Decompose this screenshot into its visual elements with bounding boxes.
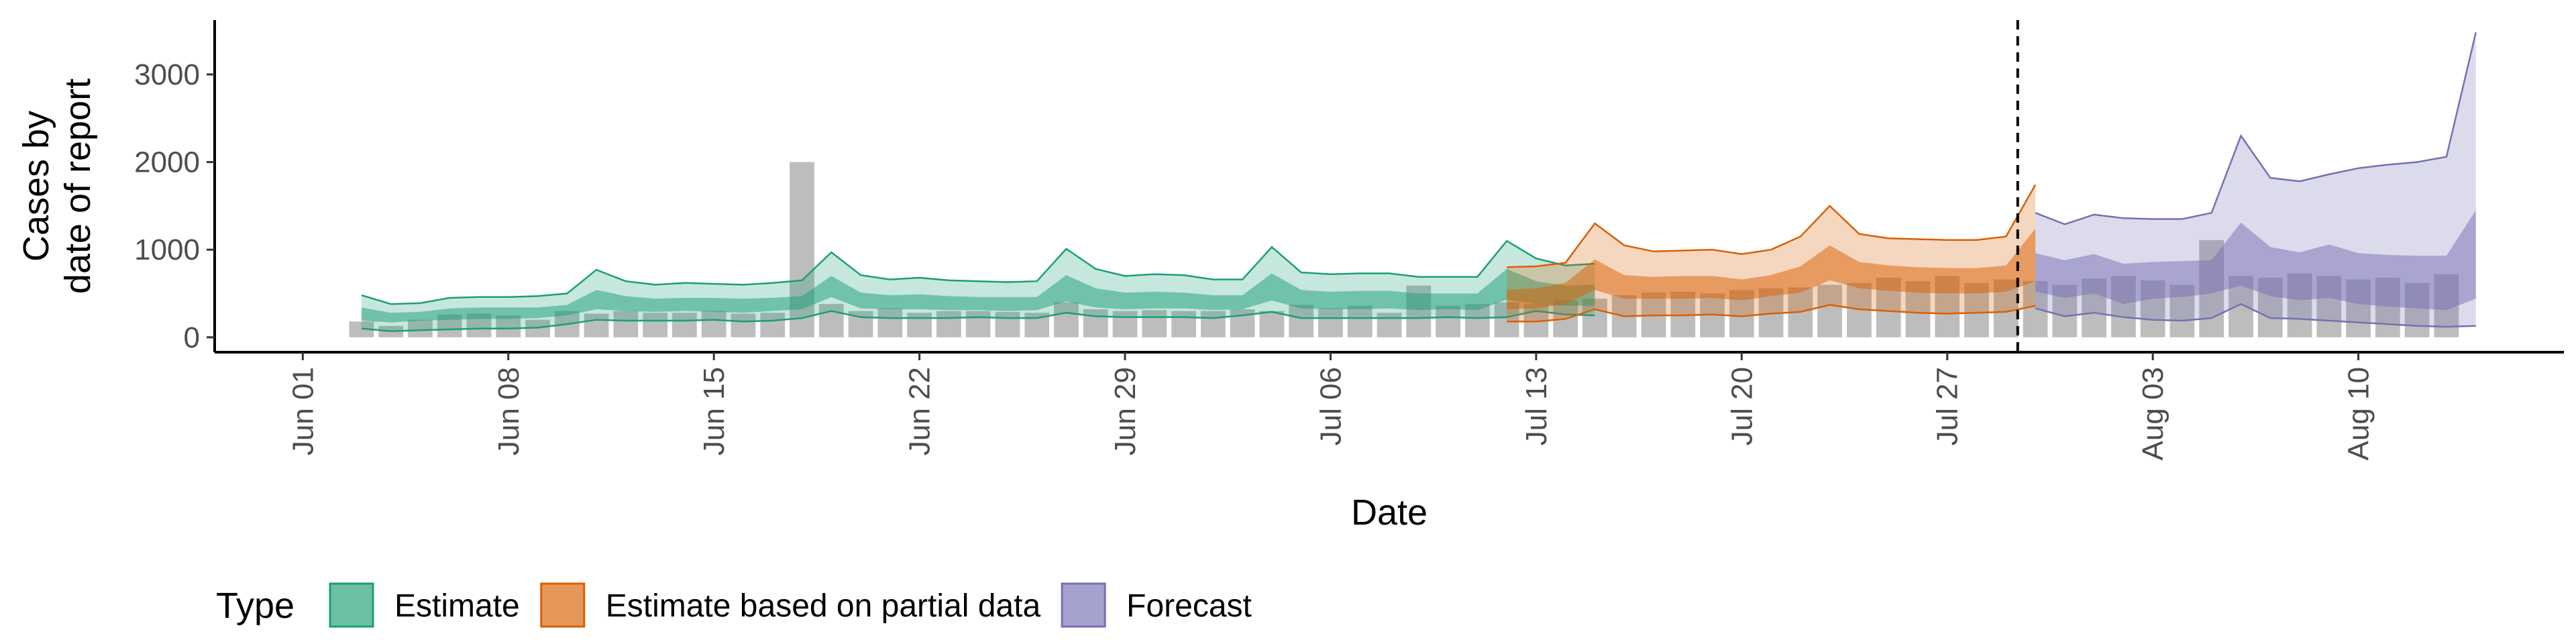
- estimate-based-on-partial-data-lower-line: [1507, 304, 2036, 323]
- x-tick-label: Jul 13: [1520, 367, 1553, 445]
- y-tick-label: 3000: [134, 58, 200, 91]
- case-bar: [1054, 302, 1079, 337]
- case-bar: [1142, 310, 1167, 337]
- case-bar: [1436, 305, 1460, 337]
- forecast-outer-band: [2035, 32, 2476, 327]
- axes-layer: 0 1000 2000 3000 Jun 01 Jun 08 Jun 15 Jun 22 Jun…: [16, 20, 2564, 533]
- estimate-based-on-partial-data-outer-band: [1507, 184, 2036, 322]
- case-bar: [672, 313, 697, 337]
- case-bar: [1171, 311, 1196, 337]
- case-bar: [1318, 308, 1343, 337]
- case-bar: [907, 313, 932, 337]
- x-tick-label: Jun 01: [286, 367, 319, 455]
- x-tick-label: Jun 15: [698, 367, 731, 455]
- case-bar: [1347, 305, 1373, 337]
- x-tick-label: Jul 06: [1314, 367, 1347, 445]
- case-bar: [1083, 309, 1108, 337]
- case-bar: [1817, 284, 1843, 337]
- estimate-inner-band: [361, 268, 1595, 323]
- x-axis-title: Date: [1351, 492, 1428, 533]
- case-bar: [584, 313, 609, 337]
- case-bar: [1377, 313, 1402, 337]
- forecast-lower-line: [2035, 303, 2476, 328]
- legend-label: Estimate based on partial data: [606, 588, 1041, 624]
- forecast-upper-line: [2035, 32, 2477, 225]
- x-tick-label: Aug 10: [2343, 367, 2375, 460]
- y-axis-title-line: date of report: [58, 78, 98, 294]
- case-bar: [496, 315, 521, 337]
- estimate-based-on-partial-data-upper-line: [1507, 184, 2037, 268]
- x-tick-label: Jun 29: [1109, 367, 1142, 455]
- y-tick-label: 0: [184, 321, 200, 354]
- case-bar: [995, 311, 1020, 337]
- estimate-based-on-partial-data-inner-band: [1507, 228, 2036, 309]
- forecast-inner-band: [2035, 210, 2476, 311]
- estimate-lower-line: [361, 310, 1595, 332]
- estimate-upper-line: [361, 239, 1595, 305]
- x-tick-label: Jun 22: [904, 367, 936, 455]
- legend-title: Type: [216, 586, 294, 626]
- legend-label: Estimate: [394, 588, 520, 624]
- y-tick-label: 1000: [134, 233, 200, 266]
- legend-swatch: [540, 582, 586, 628]
- case-bar: [936, 311, 961, 337]
- case-bar: [349, 321, 374, 337]
- case-bar: [965, 311, 991, 337]
- y-tick-label: 2000: [134, 146, 200, 179]
- ribbons-layer: [361, 32, 2477, 332]
- case-bar: [1112, 311, 1138, 337]
- case-bar: [731, 313, 756, 337]
- x-tick-label: Jul 27: [1931, 367, 1964, 445]
- case-bar: [643, 313, 668, 337]
- x-tick-label: Aug 03: [2137, 367, 2169, 460]
- y-axis-title: Cases bydate of report: [16, 78, 98, 294]
- case-bar: [1289, 305, 1314, 337]
- legend-label: Forecast: [1126, 588, 1252, 624]
- legend-swatch: [329, 582, 374, 628]
- legend-swatch: [1061, 582, 1106, 628]
- case-bar: [408, 319, 433, 337]
- case-bar: [818, 304, 844, 337]
- case-bar: [877, 308, 903, 337]
- case-bar: [1200, 311, 1226, 337]
- case-bar: [613, 311, 639, 337]
- legend: Type Estimate Estimate based on partial da…: [216, 582, 1252, 628]
- x-tick-label: Jul 20: [1725, 367, 1758, 445]
- case-bar: [760, 313, 786, 337]
- case-bar: [701, 311, 727, 337]
- y-axis-title-line: Cases by: [16, 111, 56, 262]
- case-bar: [1259, 311, 1285, 337]
- x-tick-label: Jun 08: [492, 367, 525, 455]
